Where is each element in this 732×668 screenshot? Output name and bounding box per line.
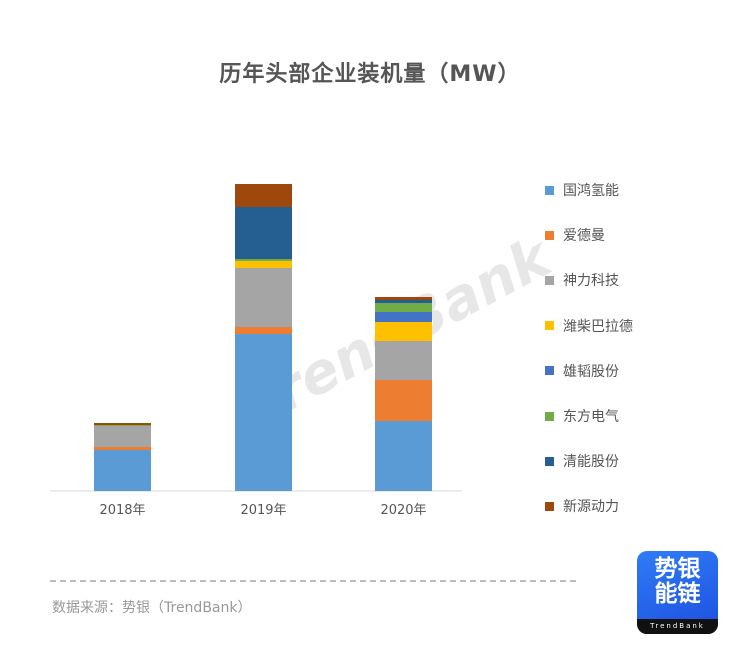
legend-swatch [545, 185, 554, 195]
bar-segment [235, 184, 292, 207]
legend-swatch [545, 230, 554, 240]
legend-label: 新源动力 [563, 499, 619, 516]
legend-label: 潍柴巴拉德 [563, 318, 633, 335]
legend-label: 东方电气 [563, 409, 619, 425]
legend-item: 雄韬股份 [545, 361, 619, 381]
trendbank-logo: 势银 能链 TrendBank [637, 551, 718, 634]
legend-swatch [545, 366, 554, 376]
bar-segment [375, 380, 432, 421]
bar-segment [235, 259, 292, 261]
logo-line-1: 势银 [654, 556, 701, 582]
legend-swatch [545, 411, 554, 421]
legend-item: 神力科技 [545, 270, 619, 290]
bar-segment [235, 207, 292, 259]
bar-segment [94, 423, 151, 425]
x-tick-label: 2020年 [380, 503, 426, 518]
x-tick-label: 2019年 [240, 503, 286, 518]
legend-item: 清能股份 [545, 451, 619, 471]
bar-segment [235, 261, 292, 268]
bar-segment [235, 334, 292, 491]
bar-segment [235, 268, 292, 327]
legend-label: 爱德曼 [563, 228, 605, 245]
logo-line-2: 能链 [654, 581, 701, 607]
legend-swatch [545, 321, 554, 331]
bar-segment [94, 447, 151, 450]
legend-swatch [545, 456, 554, 466]
x-tick-label: 2018年 [99, 503, 145, 518]
legend-item: 国鸿氢能 [545, 180, 619, 200]
bar-segment [375, 303, 432, 312]
chart-title: 历年头部企业装机量（MW） [219, 62, 521, 87]
legend-item: 爱德曼 [545, 225, 605, 245]
bar-segment [94, 450, 151, 491]
legend-label: 雄韬股份 [563, 363, 619, 380]
bar-segment [375, 300, 432, 303]
legend-swatch [545, 501, 554, 511]
source-note: 数据来源：势银（TrendBank） [52, 600, 252, 616]
bar-segment [375, 322, 432, 341]
bar-segment [375, 421, 432, 491]
legend-item: 新源动力 [545, 496, 619, 516]
legend-item: 潍柴巴拉德 [545, 316, 633, 336]
legend-label: 神力科技 [563, 273, 619, 290]
legend-swatch [545, 275, 554, 285]
logo-brand: TrendBank [637, 619, 718, 634]
bar-segment [375, 312, 432, 322]
bar-segment [94, 425, 151, 426]
bar-segment [94, 426, 151, 447]
bar-segment [375, 297, 432, 300]
legend-item: 东方电气 [545, 406, 619, 426]
bar-segment [375, 341, 432, 380]
bar-segment [235, 327, 292, 334]
legend-label: 清能股份 [563, 454, 619, 471]
legend-label: 国鸿氢能 [563, 183, 619, 199]
divider [50, 580, 576, 582]
